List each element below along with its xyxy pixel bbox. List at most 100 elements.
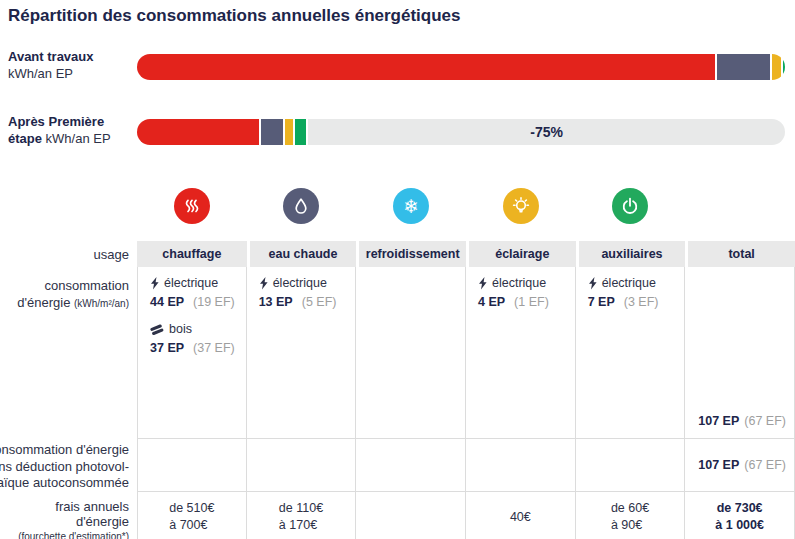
- total-ep-value: 107 EP: [698, 458, 739, 472]
- col-header-total: total: [685, 241, 795, 267]
- energy-source-label: électrique: [164, 276, 218, 291]
- cost-line: 40€: [510, 509, 531, 526]
- energy-value: 7 EP(3 EF): [588, 295, 679, 309]
- cell-conso-chauffage: électrique 44 EP (19 EF) bois 37 EP (37 EF…: [137, 267, 247, 439]
- bolt-icon: [259, 277, 268, 290]
- icon-cell-auxiliaires: [576, 188, 686, 224]
- icon-cell-chauffage: [137, 188, 247, 224]
- cost-line: à 170€: [279, 517, 323, 534]
- energy-source-label: électrique: [602, 276, 656, 291]
- heating-icon: [174, 188, 210, 224]
- icon-cell-eclairage: [466, 188, 576, 224]
- icon-spacer: [0, 188, 137, 224]
- bar-avant-track: [137, 54, 785, 80]
- bar-label-apres: Après Première étape kWh/an EP: [0, 113, 137, 147]
- energy-source-label: électrique: [273, 276, 327, 291]
- cell-sdpv-eau-chaude: [247, 439, 357, 492]
- col-header-refroidissement: refroidissement: [356, 241, 466, 267]
- cell-sdpv-eclairage: [466, 439, 576, 492]
- row-label-frais: frais annuels d'énergie (fourchette d'es…: [0, 492, 137, 539]
- usage-icons-row: ❄: [0, 188, 795, 224]
- stacked-bars: Avant travaux kWh/an EP Après Première é…: [0, 48, 795, 147]
- bolt-icon: [588, 277, 597, 290]
- bar-segment-eau-chaude: [717, 54, 770, 80]
- col-header-eau-chaude: eau chaude: [247, 241, 357, 267]
- bolt-icon: [150, 277, 159, 290]
- energy-source: électrique: [259, 276, 350, 291]
- col-header-auxiliaires: auxiliaires: [576, 241, 686, 267]
- bar-row-apres: Après Première étape kWh/an EP -75%: [0, 113, 795, 147]
- energy-source-label: bois: [169, 322, 192, 337]
- cell-conso-eau-chaude: électrique 13 EP(5 EF): [247, 267, 357, 439]
- ef-value: (37 EF): [193, 341, 235, 355]
- energy-value: 13 EP(5 EF): [259, 295, 350, 309]
- icon-cell-eau-chaude: [247, 188, 357, 224]
- row-label-consommation-l2-text: d'énergie: [17, 295, 70, 310]
- cell-conso-auxiliaires: électrique 7 EP(3 EF): [576, 267, 686, 439]
- row-label-sans-deduction-l1: consommation d'énergie: [0, 442, 129, 459]
- energy-value: 37 EP (37 EF): [150, 341, 240, 355]
- col-header-eclairage: éclairage: [466, 241, 576, 267]
- energy-entry: électrique 13 EP(5 EF): [259, 276, 350, 309]
- row-label-consommation-l1: consommation: [0, 277, 129, 294]
- total-ef-value: (67 EF): [744, 414, 786, 428]
- ep-value: 7 EP: [588, 295, 615, 309]
- bar-label-apres-line2: étape kWh/an EP: [8, 130, 137, 147]
- icon-spacer-total: [685, 188, 795, 224]
- cost-range-total: de 730€ à 1 000€: [715, 500, 764, 534]
- cost-line: de 60€: [611, 500, 649, 517]
- bar-segment-chauffage: [137, 119, 259, 145]
- ep-value: 44 EP: [150, 295, 184, 309]
- snowflake-icon: ❄: [393, 188, 429, 224]
- bar-label-avant-title: Avant travaux: [8, 48, 137, 65]
- bar-segment-eau-chaude: [261, 119, 283, 145]
- bar-label-avant: Avant travaux kWh/an EP: [0, 48, 137, 82]
- cell-frais-refroidissement: [356, 492, 466, 539]
- bar-segment-auxiliaires: [295, 119, 307, 145]
- page-title: Répartition des consommations annuelles …: [8, 6, 795, 26]
- bar-segment-reste: -75%: [308, 119, 785, 145]
- cost-line: à 700€: [169, 517, 214, 534]
- energy-entry: bois 37 EP (37 EF): [150, 322, 240, 355]
- row-label-sans-deduction-l3: taïque autoconsommée: [0, 475, 129, 492]
- row-label-frais-sub: (fourchette d'estimation*): [0, 529, 129, 539]
- ep-value: 4 EP: [478, 295, 505, 309]
- bar-row-avant: Avant travaux kWh/an EP: [0, 48, 795, 82]
- energy-source-label: électrique: [492, 276, 546, 291]
- cell-sdpv-refroidissement: [356, 439, 466, 492]
- cell-sdpv-auxiliaires: [576, 439, 686, 492]
- bar-label-apres-title: Après Première: [8, 113, 137, 130]
- energy-value: 4 EP (1 EF): [478, 295, 569, 309]
- wood-icon: [150, 324, 164, 336]
- bolt-icon: [478, 277, 487, 290]
- ep-value: 37 EP: [150, 341, 184, 355]
- cell-frais-eclairage: 40€: [466, 492, 576, 539]
- cell-sdpv-total: 107 EP (67 EF): [685, 439, 795, 492]
- energy-entry: électrique 7 EP(3 EF): [588, 276, 679, 309]
- ef-value: (1 EF): [514, 295, 549, 309]
- bar-segment-auxiliaires: [783, 54, 785, 80]
- energy-source: électrique: [588, 276, 679, 291]
- cost-line: de 510€: [169, 500, 214, 517]
- row-label-sans-deduction-lines: consommation d'énergie sans déduction ph…: [0, 442, 129, 492]
- cost-range: de 110€ à 170€: [279, 500, 323, 534]
- bar-apres-track: -75%: [137, 119, 785, 145]
- cell-sdpv-chauffage: [137, 439, 247, 492]
- water-drop-icon: [283, 188, 319, 224]
- ef-value: (5 EF): [302, 295, 337, 309]
- bar-label-avant-unit: kWh/an EP: [8, 65, 137, 82]
- ef-value: (19 EF): [193, 295, 235, 309]
- cost-line: à 1 000€: [715, 517, 764, 534]
- snowflake-glyph: ❄: [403, 197, 419, 216]
- row-label-frais-text: frais annuels d'énergie: [0, 499, 129, 529]
- light-bulb-icon: [503, 188, 539, 224]
- icon-cell-refroidissement: ❄: [356, 188, 466, 224]
- row-label-sans-deduction-l2: sans déduction photovol-: [0, 459, 129, 476]
- total-ef-value: (67 EF): [744, 458, 786, 472]
- energy-entry: électrique 4 EP (1 EF): [478, 276, 569, 309]
- power-icon: [612, 188, 648, 224]
- cell-frais-auxiliaires: de 60€ à 90€: [576, 492, 686, 539]
- energy-source: bois: [150, 322, 240, 337]
- cost-line: de 110€: [279, 500, 323, 517]
- cell-frais-eau-chaude: de 110€ à 170€: [247, 492, 357, 539]
